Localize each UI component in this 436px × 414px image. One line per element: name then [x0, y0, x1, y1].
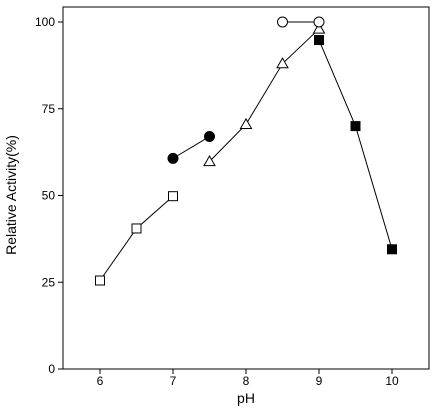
marker-layer	[95, 16, 397, 286]
y-axis-label: Relative Activity(%)	[3, 135, 19, 255]
y-tick-label: 100	[35, 15, 55, 29]
y-tick-label: 50	[42, 189, 56, 203]
x-tick-label: 8	[243, 374, 250, 388]
y-tick-label: 0	[48, 362, 55, 376]
data-point-open-triangle	[203, 154, 216, 167]
data-point-open-triangle	[276, 57, 289, 69]
x-tick-label: 10	[385, 374, 399, 388]
x-tick-label: 7	[170, 374, 177, 388]
data-point-open-triangle	[239, 117, 253, 129]
data-point-open-square	[168, 191, 178, 202]
data-point-open-circle	[313, 16, 325, 28]
series-line-open-triangle	[209, 28, 320, 162]
data-point-open-triangle	[312, 22, 326, 34]
data-point-filled-square	[350, 121, 361, 132]
data-point-filled-square	[314, 35, 324, 46]
data-point-open-square	[95, 275, 105, 286]
y-tick-label: 25	[42, 275, 56, 289]
data-point-open-square	[131, 223, 142, 234]
x-tick-label: 6	[97, 374, 104, 388]
series-line-filled-square	[318, 39, 393, 250]
series-line-layer	[99, 21, 393, 281]
series-line-open-square	[99, 195, 174, 281]
data-point-open-circle	[277, 16, 288, 28]
series-line-filled-circle	[172, 136, 210, 159]
data-point-filled-circle	[167, 152, 179, 164]
data-point-filled-square	[387, 244, 397, 255]
y-tick-label: 75	[42, 102, 56, 116]
data-point-filled-circle	[204, 131, 215, 143]
x-tick-label: 9	[316, 374, 323, 388]
x-axis-label: pH	[237, 390, 255, 406]
